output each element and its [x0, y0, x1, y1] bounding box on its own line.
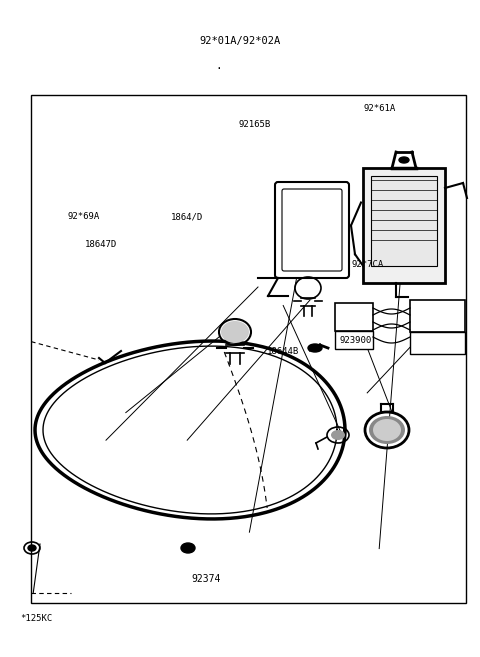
Text: 18647D: 18647D	[84, 240, 117, 249]
FancyBboxPatch shape	[282, 189, 342, 271]
FancyBboxPatch shape	[275, 182, 349, 278]
Text: 1864/D: 1864/D	[171, 212, 204, 221]
Bar	[410, 300, 465, 332]
Text: 18644B: 18644B	[267, 347, 300, 356]
Ellipse shape	[331, 430, 345, 440]
Bar	[410, 332, 465, 354]
Bar	[31, 95, 466, 603]
Bar	[371, 176, 437, 266]
Text: 92374: 92374	[192, 574, 221, 585]
Text: 923900: 923900	[339, 336, 372, 345]
Bar	[335, 331, 373, 349]
Ellipse shape	[181, 543, 195, 553]
Ellipse shape	[369, 416, 405, 444]
Text: *125KC: *125KC	[20, 614, 52, 623]
Text: 92*01A/92*02A: 92*01A/92*02A	[199, 35, 281, 46]
Ellipse shape	[221, 321, 249, 343]
Text: 92165B: 92165B	[238, 120, 271, 129]
Text: 92*69A: 92*69A	[68, 212, 100, 221]
Text: 92*61A: 92*61A	[363, 104, 396, 113]
Bar	[363, 168, 445, 283]
Ellipse shape	[373, 419, 401, 441]
Bar	[335, 303, 373, 331]
Text: 92*7CA: 92*7CA	[351, 260, 384, 269]
Ellipse shape	[28, 545, 36, 551]
Text: .: .	[215, 60, 222, 71]
Ellipse shape	[308, 344, 322, 352]
Ellipse shape	[399, 157, 409, 163]
